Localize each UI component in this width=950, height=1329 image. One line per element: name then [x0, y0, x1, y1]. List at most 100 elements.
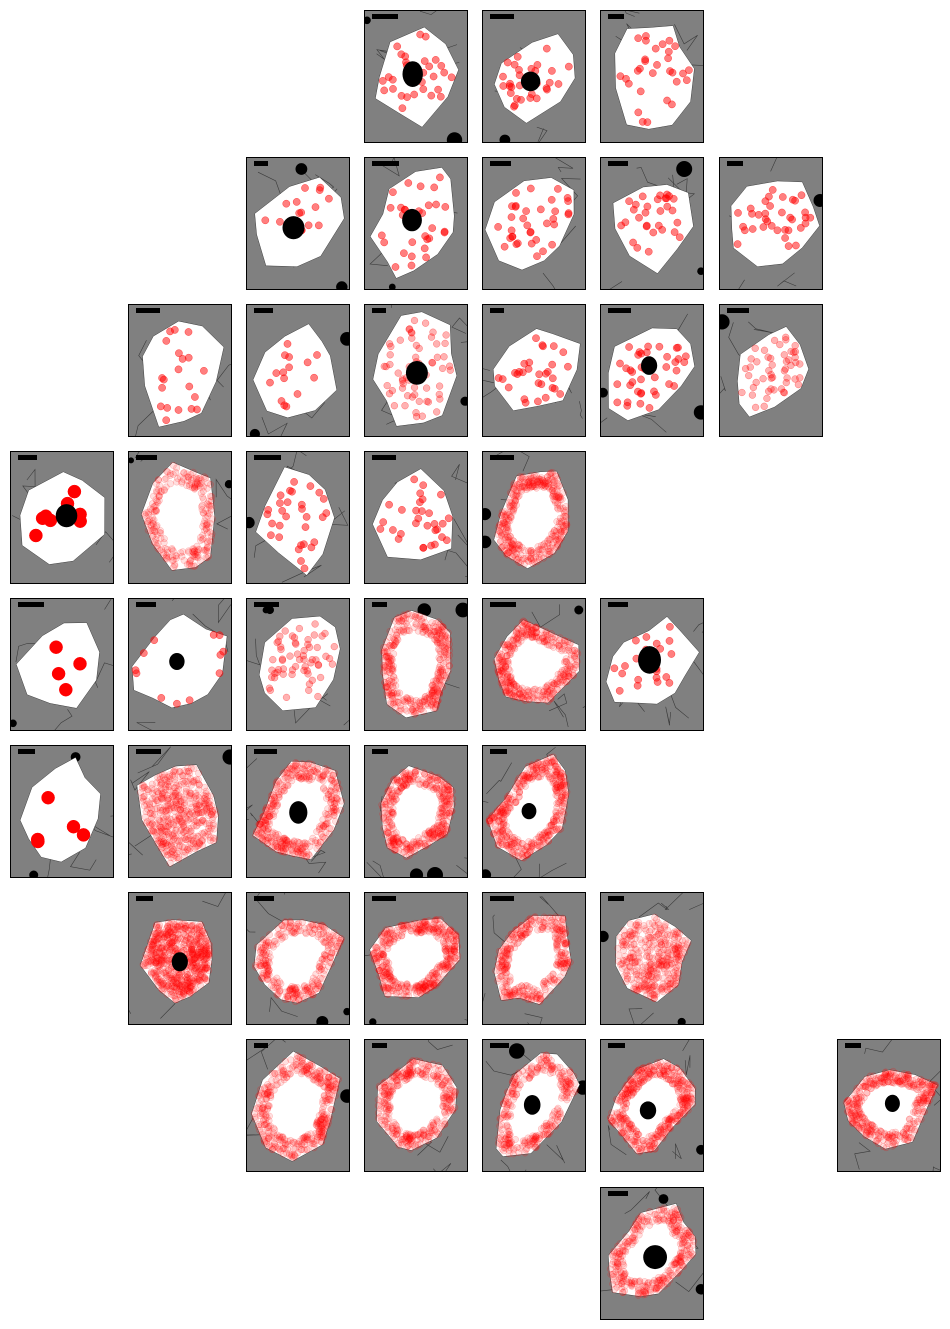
- spots: [141, 461, 216, 571]
- spot: [506, 667, 514, 675]
- spot: [541, 768, 549, 776]
- spot: [557, 530, 565, 538]
- spot: [552, 768, 560, 776]
- spot: [155, 492, 163, 500]
- spot: [436, 629, 443, 637]
- spot: [180, 556, 188, 564]
- spot: [493, 807, 501, 815]
- spot: [181, 986, 188, 994]
- spot: [178, 978, 185, 986]
- spot: [267, 531, 275, 540]
- spot: [202, 820, 210, 828]
- spot: [553, 783, 561, 791]
- spot: [418, 698, 426, 706]
- spot: [169, 768, 177, 776]
- spot: [201, 783, 209, 791]
- spot: [529, 630, 536, 638]
- spot: [443, 823, 451, 831]
- spot: [259, 835, 267, 843]
- spot: [280, 834, 288, 842]
- spot: [497, 538, 504, 546]
- spot: [495, 523, 503, 531]
- spot: [439, 623, 447, 631]
- spot: [395, 788, 403, 796]
- spot: [164, 823, 171, 831]
- spot: [189, 484, 196, 492]
- spot: [499, 641, 507, 648]
- spot: [533, 558, 541, 566]
- spot: [384, 680, 392, 688]
- spot: [438, 820, 446, 828]
- spot: [562, 503, 570, 510]
- spot: [523, 777, 531, 785]
- spot: [192, 924, 200, 932]
- spot: [546, 775, 554, 783]
- spot: [170, 937, 178, 945]
- spot: [330, 642, 338, 651]
- spot: [438, 823, 446, 831]
- cell-panel: [246, 304, 350, 437]
- spot: [313, 845, 321, 853]
- spot: [499, 826, 507, 834]
- spot: [200, 473, 208, 481]
- spot: [494, 651, 502, 659]
- spot: [781, 365, 790, 373]
- spot: [180, 469, 188, 477]
- spot: [535, 696, 543, 704]
- spot: [263, 803, 271, 811]
- spot: [172, 921, 179, 929]
- spot: [509, 508, 517, 516]
- spot: [253, 829, 261, 837]
- spot: [300, 666, 308, 675]
- spot: [298, 775, 305, 783]
- spot: [293, 766, 301, 774]
- spot: [530, 477, 538, 484]
- spot: [431, 627, 439, 635]
- spot: [429, 828, 437, 836]
- spot: [198, 817, 206, 825]
- spot: [158, 830, 166, 838]
- spot: [385, 806, 393, 814]
- spot: [554, 792, 561, 800]
- spot: [183, 777, 191, 785]
- spot: [194, 551, 202, 559]
- spot: [445, 786, 453, 794]
- spot: [276, 837, 284, 845]
- spot: [281, 774, 289, 782]
- spot: [304, 635, 312, 644]
- spot: [753, 358, 761, 366]
- spot: [552, 813, 560, 821]
- spot: [516, 480, 524, 488]
- spot: [519, 851, 527, 859]
- spot: [391, 626, 399, 634]
- spot: [421, 840, 429, 847]
- spot: [182, 924, 190, 932]
- spot: [295, 839, 303, 846]
- spot: [301, 843, 309, 851]
- spot: [502, 841, 510, 849]
- spot: [497, 807, 505, 815]
- spot: [521, 620, 528, 628]
- spot: [196, 840, 204, 848]
- spot: [533, 61, 542, 69]
- spot: [170, 989, 178, 997]
- spot: [144, 517, 152, 525]
- spot: [152, 535, 160, 543]
- spot: [140, 793, 148, 801]
- spot: [554, 540, 562, 548]
- spot: [326, 825, 333, 832]
- spot: [387, 842, 395, 850]
- spot: [427, 828, 435, 836]
- spot: [206, 528, 214, 536]
- spot: [524, 771, 532, 779]
- spot: [522, 629, 530, 637]
- spot: [154, 544, 162, 552]
- spot: [191, 482, 199, 490]
- spot: [435, 814, 443, 822]
- spot: [331, 779, 339, 787]
- spot: [148, 820, 156, 828]
- spot: [412, 519, 420, 528]
- spot: [198, 968, 205, 976]
- spot: [168, 825, 176, 833]
- spot: [153, 968, 160, 976]
